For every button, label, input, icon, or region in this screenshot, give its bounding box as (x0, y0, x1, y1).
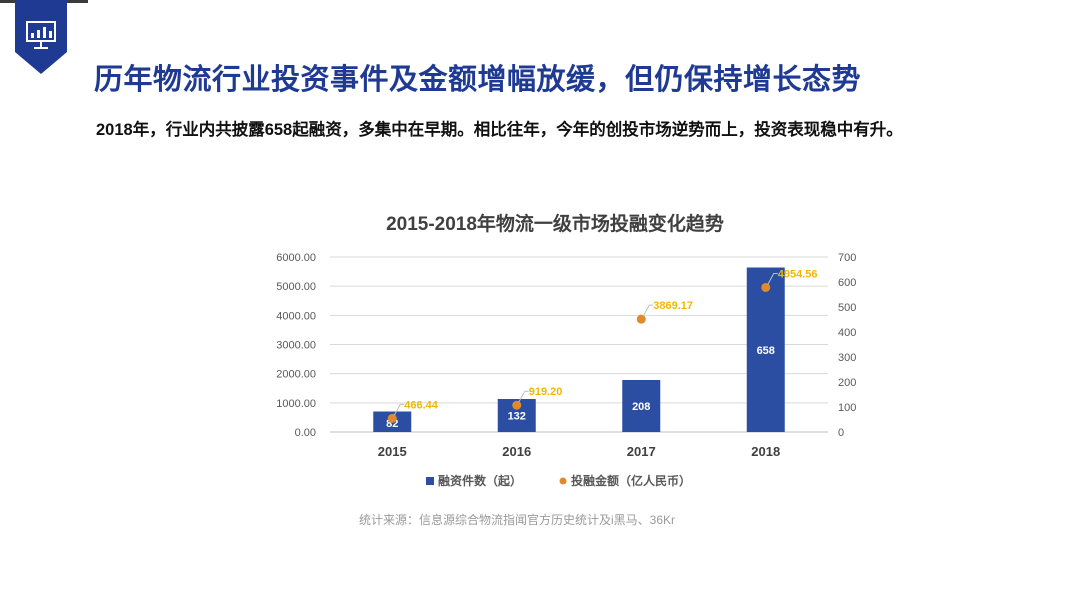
bar-data-label: 208 (632, 401, 650, 413)
bar (622, 380, 661, 432)
y-right-tick-label: 300 (838, 352, 856, 364)
legend-swatch-bar (426, 477, 434, 485)
leader-line (393, 403, 405, 416)
y-right-tick-label: 100 (838, 402, 856, 414)
y-right-tick-label: 600 (838, 277, 856, 289)
y-left-tick-label: 5000.00 (276, 281, 316, 293)
point-data-label: 466.44 (404, 399, 439, 411)
y-left-tick-label: 1000.00 (276, 398, 316, 410)
point-data-label: 4954.56 (778, 268, 818, 280)
leader-line (642, 304, 654, 317)
bar (746, 267, 785, 432)
x-tick-label: 2015 (378, 444, 407, 459)
y-right-tick-label: 700 (838, 252, 856, 264)
y-right-tick-label: 0 (838, 427, 844, 439)
page-subtitle: 2018年，行业内共披露658起融资，多集中在早期。相比往年，今年的创投市场逆势… (96, 121, 903, 139)
leader-line (518, 390, 529, 403)
point-data-label: 3869.17 (653, 300, 693, 312)
legend-swatch-point (559, 477, 567, 485)
y-left-tick-label: 3000.00 (276, 340, 316, 352)
y-right-tick-label: 200 (838, 377, 856, 389)
source-note: 统计来源：信息源综合物流指闻官方历史统计及i黑马、36Kr (359, 513, 676, 527)
y-left-tick-label: 6000.00 (276, 252, 316, 264)
legend-label: 融资件数（起） (438, 473, 522, 488)
leader-line (767, 272, 778, 285)
bar-data-label: 658 (757, 345, 775, 357)
y-left-tick-label: 4000.00 (276, 310, 316, 322)
scatter-point (636, 314, 646, 324)
presentation-chart-icon (15, 0, 67, 74)
scatter-point (761, 282, 771, 292)
y-left-tick-label: 0.00 (295, 427, 316, 439)
scatter-point (512, 400, 522, 410)
y-right-tick-label: 400 (838, 327, 856, 339)
x-tick-label: 2016 (502, 444, 531, 459)
page-title: 历年物流行业投资事件及金额增幅放缓，但仍保持增长态势 (94, 64, 862, 96)
bar-data-label: 132 (508, 411, 526, 423)
legend-label: 投融金额（亿人民币） (571, 473, 691, 488)
scatter-point (387, 413, 397, 423)
y-right-tick-label: 500 (838, 302, 856, 314)
point-data-label: 919.20 (529, 386, 563, 398)
x-tick-label: 2018 (751, 444, 780, 459)
chart-title: 2015-2018年物流一级市场投融变化趋势 (386, 212, 724, 235)
y-left-tick-label: 2000.00 (276, 369, 316, 381)
x-tick-label: 2017 (627, 444, 656, 459)
